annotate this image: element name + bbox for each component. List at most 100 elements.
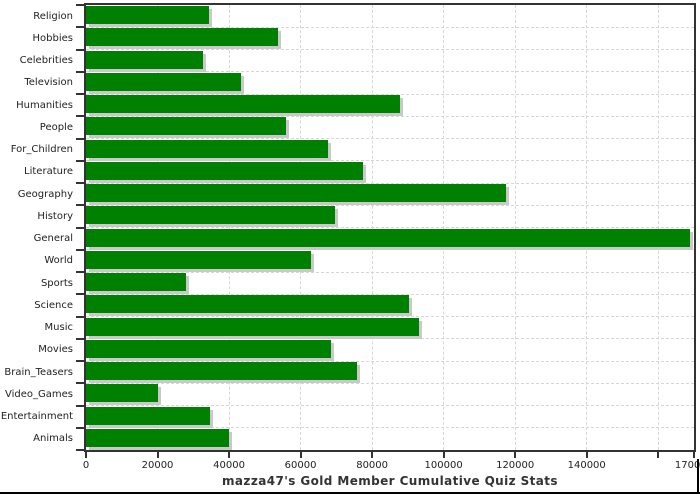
category-label: People [39,121,73,133]
horizontal-gridline [86,160,694,162]
category-tick [76,70,84,73]
horizontal-gridline [86,138,694,139]
value-tick-label: 170000 [674,460,700,471]
category-label: Movies [38,344,73,356]
horizontal-gridline [86,204,694,206]
bar-humanities [86,95,400,113]
value-tick [585,452,588,458]
category-tick [76,115,84,118]
category-tick [76,404,84,407]
category-tick [76,449,84,451]
category-label: History [37,210,73,222]
value-tick [371,452,374,458]
category-label: Humanities [16,99,73,111]
value-tick [85,452,87,458]
bar-world [86,250,312,269]
value-tick [228,452,231,458]
category-label: Hobbies [32,32,73,44]
horizontal-gridline [86,338,694,340]
bar-history [86,206,335,225]
category-tick [76,360,84,362]
horizontal-gridline [86,427,694,429]
bar-brain_teasers [86,362,358,380]
category-tick [76,204,84,207]
horizontal-gridline [86,382,694,384]
bar-for_children [86,139,328,158]
category-tick [76,93,84,95]
value-tick [156,452,159,458]
category-label: Religion [33,10,73,22]
value-tick [693,452,695,458]
horizontal-gridline [86,271,694,273]
category-label: World [44,255,73,267]
category-tick [76,182,84,184]
category-tick [76,137,84,140]
category-label: Sports [40,277,73,289]
bar-literature [86,161,363,180]
category-tick [76,315,84,318]
category-label: General [33,233,73,245]
bar-hobbies [86,28,279,47]
category-tick [76,26,84,29]
horizontal-gridline [86,249,694,251]
horizontal-gridline [86,26,694,28]
value-tick-label: 20000 [141,460,174,471]
chart-title: mazza47's Gold Member Cumulative Quiz St… [222,474,558,488]
category-tick [76,48,84,51]
value-tick [442,452,445,458]
value-tick [514,452,517,458]
category-label: Science [34,299,73,311]
value-tick-label: 40000 [213,460,245,471]
category-label: Geography [17,188,73,200]
horizontal-gridline [86,182,694,184]
right-border-segment [697,459,699,494]
category-tick [76,382,84,385]
category-label: Video_Games [5,388,73,400]
category-tick [76,293,84,296]
bar-entertainment [86,406,210,425]
category-tick [76,159,84,162]
bar-animals [86,428,230,447]
value-tick-label: 60000 [284,460,317,471]
value-tick-label: 100000 [424,460,463,471]
category-label: Entertainment [0,411,73,423]
category-label: For_Children [10,144,73,156]
bar-religion [86,6,210,24]
horizontal-gridline [86,49,694,50]
plot-area [84,3,696,452]
bottom-border-line [0,492,700,494]
category-label: Brain_Teasers [4,366,73,378]
bar-science [86,295,409,314]
category-tick [76,226,84,229]
bar-general [86,228,690,247]
value-tick-label: 140000 [567,460,606,471]
bar-people [86,117,286,136]
horizontal-gridline [86,405,694,406]
category-label: Literature [24,166,73,178]
plot-grid-and-bars [86,5,694,450]
category-label: Animals [33,433,73,445]
horizontal-gridline [86,316,694,317]
category-tick [76,426,84,429]
category-tick [76,337,84,340]
category-tick [76,271,84,273]
horizontal-gridline [86,293,694,295]
value-tick [299,452,302,458]
bar-celebrities [86,50,203,69]
bar-music [86,317,419,336]
horizontal-gridline [86,360,694,362]
horizontal-gridline [86,227,694,228]
bar-movies [86,339,332,358]
value-tick-label: 0 [82,460,90,471]
category-tick [76,248,84,251]
value-tick-label: 80000 [356,460,389,471]
value-tick [657,452,660,458]
value-tick-label: 120000 [496,460,535,471]
category-label: Television [24,77,73,89]
category-tick [76,4,84,6]
bar-sports [86,273,186,291]
category-label: Music [44,322,73,334]
bar-geography [86,184,506,202]
horizontal-gridline [86,71,694,73]
